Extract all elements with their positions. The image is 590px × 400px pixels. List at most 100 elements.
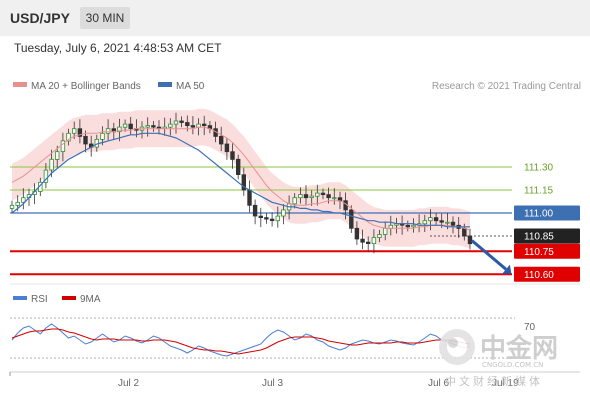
candle-body	[450, 221, 456, 226]
candle-body	[168, 123, 173, 128]
rsi-tick-70: 70	[524, 322, 536, 333]
candle-body	[428, 217, 433, 222]
level-label-110.60: 110.60	[524, 270, 554, 281]
legend-ma20-swatch	[13, 82, 27, 87]
candle-body	[55, 151, 60, 160]
forecast-arrow-line	[471, 239, 507, 271]
moving-averages	[11, 126, 471, 231]
rsi-line	[11, 323, 471, 357]
candle-body	[201, 123, 207, 126]
symbol-title: USD/JPY	[10, 10, 70, 26]
candle-body	[382, 227, 388, 235]
candle-body	[224, 143, 230, 153]
candle-body	[349, 209, 354, 229]
candle-body	[77, 128, 83, 137]
candle-body	[15, 201, 20, 206]
candle-body	[241, 174, 246, 191]
x-tick-jul2: Jul 2	[118, 378, 140, 389]
candle-body	[371, 237, 377, 244]
top-bar: USD/JPY 30 MIN	[0, 0, 590, 36]
candle-body	[60, 140, 66, 152]
timestamp: Tuesday, July 6, 2021 4:48:53 AM CET	[14, 41, 222, 55]
candle-body	[145, 125, 150, 128]
candle-body	[100, 132, 105, 140]
legend-ma20-label: MA 20 + Bollinger Bands	[31, 81, 141, 92]
candle-body	[467, 235, 473, 245]
legend-rsi-swatch	[13, 296, 27, 300]
candle-body	[173, 120, 179, 125]
candle-body	[179, 120, 184, 123]
candle-body	[405, 224, 410, 228]
level-box-111.00	[514, 205, 580, 221]
candle-body	[128, 123, 133, 130]
candle-body	[275, 215, 280, 222]
candle-body	[117, 126, 122, 133]
candle-body	[247, 189, 252, 206]
candle-body	[230, 151, 235, 160]
watermark-slogan: 中文财经新媒体	[445, 374, 543, 388]
candle-body	[332, 197, 337, 200]
rsi-ma-line	[11, 328, 471, 355]
x-tick-jul19: Jul 19	[492, 378, 519, 389]
level-label-110.75: 110.75	[524, 247, 554, 258]
candle-body	[43, 169, 49, 183]
candle-body	[445, 221, 450, 224]
forecast-arrowhead	[502, 264, 512, 274]
candle-body	[365, 241, 371, 245]
candle-body	[462, 227, 467, 237]
candle-body	[235, 158, 241, 176]
candle-body	[264, 217, 269, 220]
x-tick-jul3: Jul 3	[262, 378, 284, 389]
candle-body	[422, 220, 427, 225]
level-label-110.85: 110.85	[524, 232, 554, 243]
candle-body	[360, 238, 365, 243]
level-label-111.00: 111.00	[524, 209, 554, 220]
candle-body	[303, 194, 309, 199]
candle-body	[439, 220, 444, 223]
legend-rsi-label: RSI	[31, 294, 48, 305]
candle-body	[269, 218, 275, 222]
candle-body	[292, 197, 297, 205]
watermark-domain: CNGOLD.COM.CN	[482, 361, 543, 369]
level-box-110.60	[514, 266, 580, 282]
candle-body	[309, 195, 314, 199]
level-box-110.75	[514, 243, 580, 259]
watermark: 中金网 CNGOLD.COM.CN 中文财经新媒体	[439, 329, 558, 388]
candle-body	[83, 135, 88, 145]
timeframe-button[interactable]: 30 MIN	[80, 7, 130, 29]
ma50-line	[11, 132, 470, 228]
candle-body	[190, 125, 196, 128]
candle-body	[185, 122, 190, 126]
candle-body	[21, 197, 26, 203]
candle-body	[72, 128, 77, 134]
watermark-logo-dot	[448, 338, 458, 348]
level-label-111.15: 111.15	[524, 186, 554, 197]
candle-body	[433, 217, 439, 222]
candle-body	[411, 224, 416, 228]
candle-body	[66, 132, 71, 142]
candle-body	[218, 135, 224, 145]
legend-ma50-label: MA 50	[176, 81, 205, 92]
candle-body	[49, 158, 54, 171]
legend-9ma-swatch	[62, 296, 76, 300]
candle-body	[377, 234, 382, 238]
credit-text: Research © 2021 Trading Central	[432, 81, 581, 92]
candle-body	[151, 125, 156, 128]
level-box-110.85	[514, 228, 580, 244]
candle-body	[105, 128, 111, 134]
candle-body	[122, 123, 128, 128]
legend-ma50-swatch	[158, 82, 172, 87]
candle-body	[315, 192, 320, 197]
candle-body	[354, 227, 360, 240]
level-labels: 111.30 111.15 111.00 110.85 110.75 110.60	[514, 163, 580, 282]
candle-body	[9, 204, 15, 209]
level-label-111.30: 111.30	[524, 163, 554, 174]
candle-body	[326, 194, 331, 199]
candle-body	[281, 209, 286, 217]
forecast-arrow	[471, 239, 512, 274]
rsi-panel	[10, 317, 515, 359]
candle-body	[320, 192, 326, 196]
candle-body	[252, 204, 258, 217]
candle-body	[298, 194, 303, 199]
